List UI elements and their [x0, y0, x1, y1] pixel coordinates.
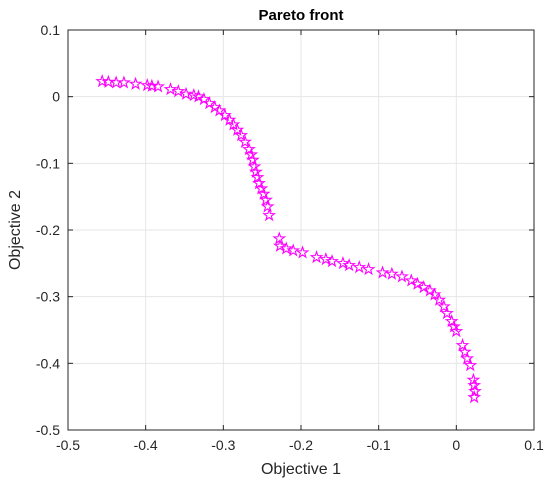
data-point-star	[244, 147, 259, 161]
data-point-star	[457, 344, 472, 358]
data-point-star	[249, 164, 263, 178]
data-point-star	[116, 75, 131, 89]
data-point-star	[254, 181, 269, 195]
data-point-star	[395, 269, 409, 283]
data-point-star	[309, 250, 324, 264]
data-point-star	[449, 324, 464, 338]
data-point-star	[242, 142, 256, 156]
data-point-star	[163, 82, 178, 96]
x-tick-label: -0.5	[56, 437, 80, 453]
grid-lines	[67, 29, 535, 431]
data-point-star	[436, 299, 451, 313]
data-point-star	[447, 319, 461, 333]
x-tick-label: -0.2	[289, 437, 313, 453]
data-point-star	[467, 390, 482, 404]
data-point-star	[217, 108, 232, 122]
data-point-star	[252, 176, 266, 190]
data-point-star	[272, 231, 287, 245]
chart-title: Pareto front	[258, 7, 343, 24]
axis-ticks: -0.5 -0.4 -0.3 -0.2 -0.1 0 0.1 -0.5 -0.4 -0.3 -0.2…	[36, 22, 544, 453]
y-axis-label: Objective 2	[7, 190, 24, 270]
data-point-star	[212, 103, 227, 117]
data-point-star	[286, 243, 301, 257]
data-point-star	[460, 351, 475, 365]
data-point-star	[416, 280, 431, 294]
x-tick-label: 0	[452, 437, 460, 453]
y-tick-label: 0.1	[41, 22, 61, 38]
data-point-star	[279, 241, 294, 255]
data-point-star	[440, 306, 454, 320]
data-point-star	[325, 254, 339, 268]
y-tick-label: -0.1	[36, 155, 60, 171]
data-point-star	[444, 314, 459, 328]
data-point-star	[432, 292, 447, 306]
data-point-star	[336, 256, 350, 270]
data-point-star	[342, 258, 357, 272]
data-point-star	[295, 245, 310, 259]
data-point-star	[128, 76, 143, 90]
data-point-star	[95, 74, 110, 88]
x-tick-label: -0.1	[367, 437, 391, 453]
y-tick-label: 0	[52, 89, 60, 105]
data-point-star	[101, 74, 116, 88]
data-point-star	[352, 260, 367, 274]
data-point-star	[234, 128, 249, 142]
data-point-star	[226, 117, 241, 131]
x-tick-label: -0.4	[134, 437, 158, 453]
data-point-star	[384, 266, 399, 280]
data-point-star	[463, 358, 478, 372]
data-point-star	[318, 252, 333, 266]
data-point-star	[455, 338, 470, 352]
data-point-star	[256, 186, 271, 200]
data-point-star	[202, 96, 217, 110]
data-point-star	[230, 122, 245, 136]
data-point-star	[259, 192, 273, 206]
data-point-star	[427, 287, 442, 301]
data-point-star	[250, 170, 265, 184]
x-axis-label: Objective 1	[261, 461, 341, 478]
data-point-star	[361, 262, 376, 276]
x-tick-label: -0.3	[211, 437, 235, 453]
data-point-star	[410, 276, 425, 290]
y-tick-label: -0.2	[36, 222, 60, 238]
data-point-star	[247, 159, 262, 173]
data-point-star	[262, 208, 277, 222]
y-tick-label: -0.3	[36, 289, 60, 305]
data-point-star	[238, 134, 253, 148]
data-point-star	[144, 78, 159, 92]
y-tick-label: -0.5	[36, 422, 60, 438]
data-point-star	[260, 199, 275, 213]
x-tick-label: 0.1	[524, 437, 544, 453]
data-point-star	[151, 79, 166, 93]
data-point-star	[245, 152, 260, 166]
data-point-star	[273, 238, 287, 252]
data-point-star	[171, 84, 186, 98]
data-point-star	[404, 273, 419, 287]
data-point-star	[179, 86, 193, 100]
data-point-star	[191, 89, 206, 103]
y-tick-label: -0.4	[36, 355, 60, 371]
data-point-star	[375, 265, 390, 279]
data-series	[95, 74, 482, 404]
